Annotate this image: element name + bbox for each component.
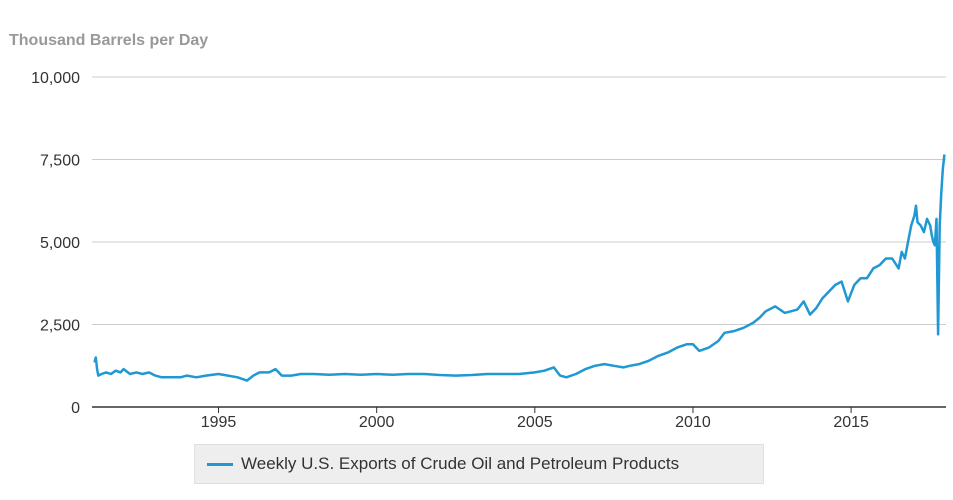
x-tick-labels: 1995 2000 2005 2010 2015 bbox=[201, 407, 869, 431]
x-tick-label: 2010 bbox=[675, 414, 711, 431]
legend: Weekly U.S. Exports of Crude Oil and Pet… bbox=[194, 444, 764, 484]
x-tick-label: 1995 bbox=[201, 414, 237, 431]
series-line bbox=[93, 154, 946, 382]
legend-label: Weekly U.S. Exports of Crude Oil and Pet… bbox=[241, 454, 680, 473]
x-tick-label: 2000 bbox=[359, 414, 395, 431]
y-tick-label: 10,000 bbox=[31, 70, 80, 87]
y-tick-label: 7,500 bbox=[40, 153, 80, 170]
y-axis-title: Thousand Barrels per Day bbox=[9, 32, 208, 49]
series-layer bbox=[93, 154, 946, 382]
y-tick-label: 0 bbox=[71, 400, 80, 417]
x-tick-label: 2005 bbox=[517, 414, 553, 431]
gridlines bbox=[92, 76, 946, 325]
x-tick-label: 2015 bbox=[833, 414, 869, 431]
y-tick-labels: 0 2,500 5,000 7,500 10,000 bbox=[31, 70, 80, 417]
y-tick-label: 2,500 bbox=[40, 318, 80, 335]
legend-swatch bbox=[207, 462, 233, 466]
y-tick-label: 5,000 bbox=[40, 235, 80, 252]
line-chart: Thousand Barrels per Day 0 2,500 5,000 7,50… bbox=[9, 32, 946, 431]
